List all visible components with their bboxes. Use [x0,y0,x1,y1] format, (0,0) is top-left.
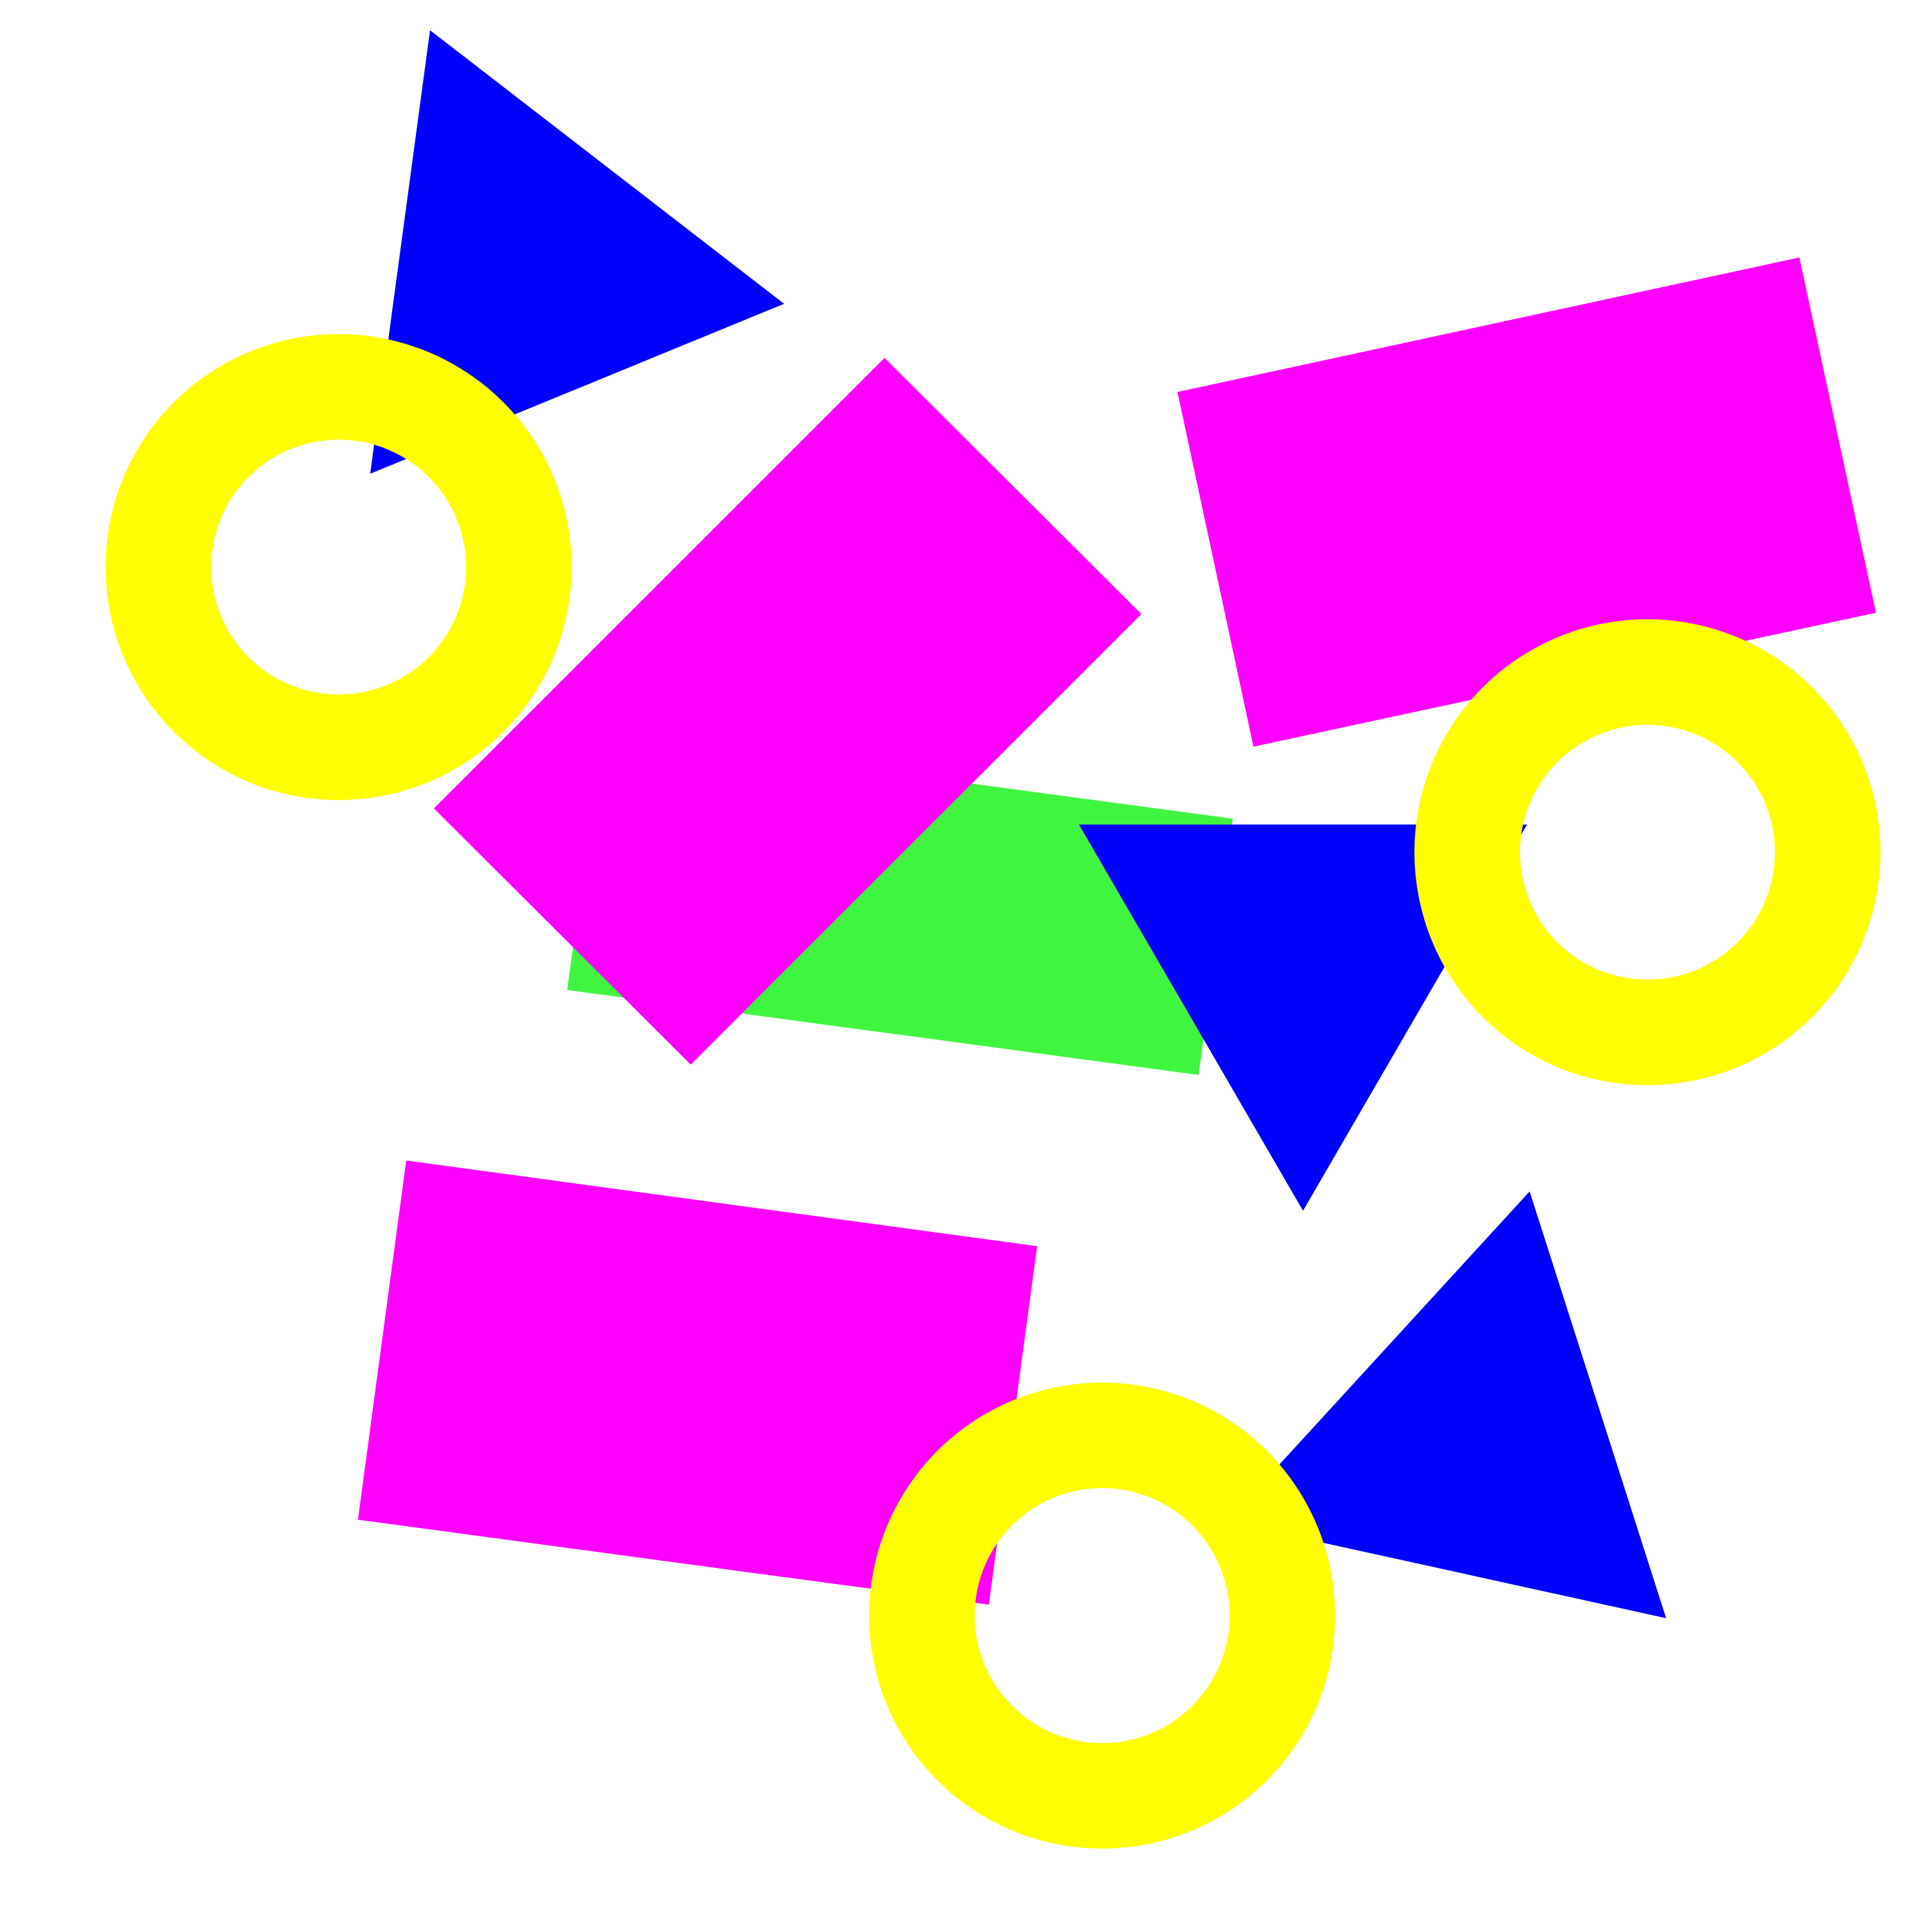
yellow-ring-right [1414,619,1880,1085]
yellow-ring-bottom [869,1383,1335,1849]
magenta-rectangle-bottom-left [358,1161,1037,1605]
blue-triangle-center-right [1079,825,1527,1211]
blue-triangle-bottom-right [1227,1191,1666,1618]
magenta-rectangle-top-right [1177,257,1876,747]
blue-triangle-top-left [370,30,784,474]
yellow-ring-top-left [106,334,572,800]
magenta-rectangle-center [434,358,1141,1065]
